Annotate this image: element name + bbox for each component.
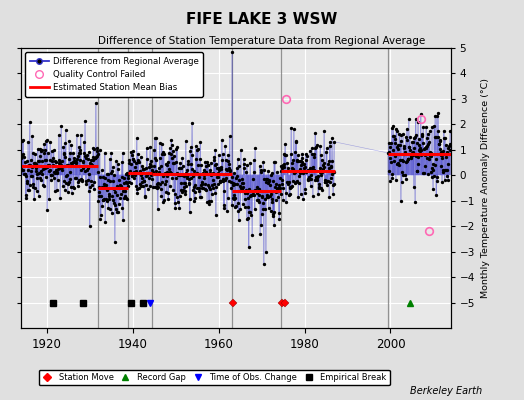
Y-axis label: Monthly Temperature Anomaly Difference (°C): Monthly Temperature Anomaly Difference (… <box>481 78 489 298</box>
Text: Berkeley Earth: Berkeley Earth <box>410 386 482 396</box>
Text: FIFE LAKE 3 WSW: FIFE LAKE 3 WSW <box>187 12 337 27</box>
Legend: Station Move, Record Gap, Time of Obs. Change, Empirical Break: Station Move, Record Gap, Time of Obs. C… <box>39 370 390 386</box>
Text: Difference of Station Temperature Data from Regional Average: Difference of Station Temperature Data f… <box>99 36 425 46</box>
